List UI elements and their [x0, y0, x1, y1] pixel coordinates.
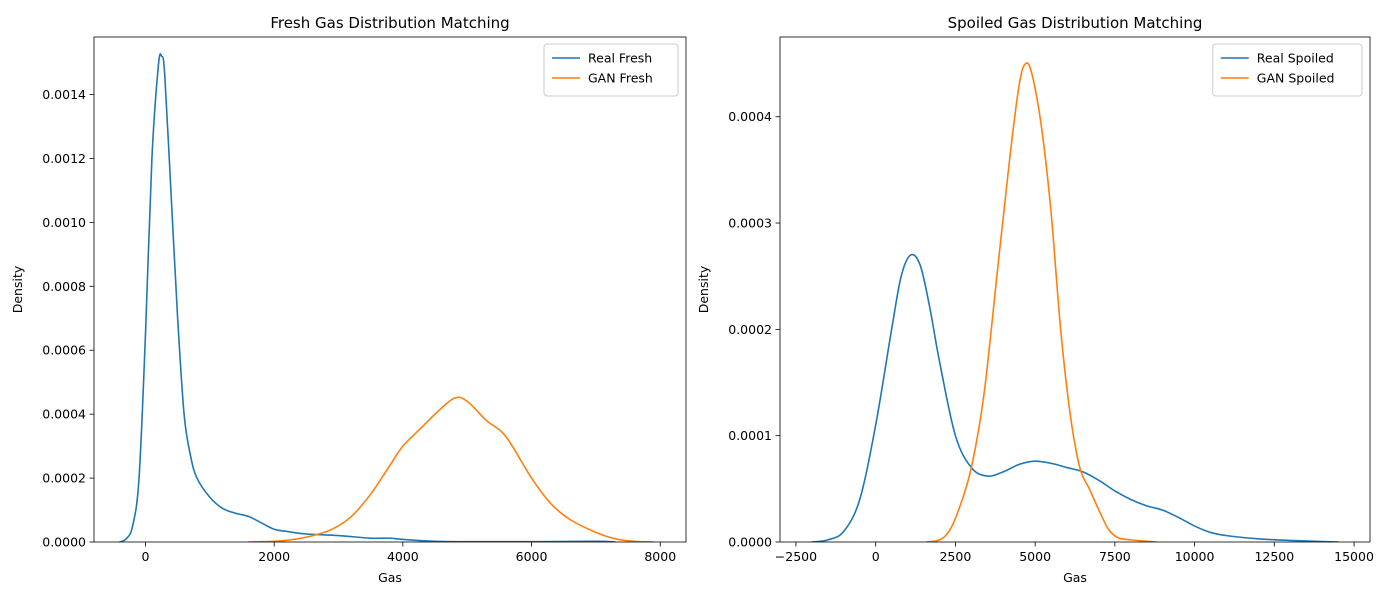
y-tick-label: 0.0002 — [728, 322, 772, 337]
x-tick-label: 6000 — [516, 549, 548, 564]
y-tick-label: 0.0014 — [42, 87, 86, 102]
plot-area — [811, 62, 1339, 542]
legend: Real Fresh GAN Fresh — [543, 43, 679, 97]
legend-entry: Real Spoiled — [1257, 51, 1334, 66]
y-tick-label: 0.0012 — [42, 151, 86, 166]
y-axis-label: Density — [10, 265, 25, 313]
y-tick-label: 0.0004 — [728, 109, 772, 124]
legend-box — [543, 43, 679, 97]
series-line-gan-spoiled — [925, 62, 1158, 542]
y-tick-label: 0.0003 — [728, 216, 772, 231]
chart-title: Spoiled Gas Distribution Matching — [948, 14, 1203, 32]
x-tick-label: 0 — [142, 549, 150, 564]
y-tick-label: 0.0004 — [42, 407, 86, 422]
y-axis-label: Density — [696, 265, 711, 313]
y-tick-label: 0.0002 — [42, 471, 86, 486]
x-tick-label: 4000 — [387, 549, 419, 564]
x-tick-label: 15000 — [1334, 549, 1374, 564]
axes-frame — [93, 36, 687, 543]
legend-entry: GAN Fresh — [588, 71, 653, 86]
series-line-real-spoiled — [811, 253, 1339, 542]
series-line-real-fresh — [118, 53, 617, 542]
x-tick-label: 8000 — [644, 549, 676, 564]
x-tick-label: 10000 — [1175, 549, 1215, 564]
legend-entry: Real Fresh — [588, 51, 652, 66]
x-tick-label: 2500 — [939, 549, 971, 564]
y-tick-label: 0.0010 — [42, 215, 86, 230]
x-tick-label: −2500 — [775, 549, 817, 564]
x-tick-label: 5000 — [1019, 549, 1051, 564]
y-tick-label: 0.0008 — [42, 279, 86, 294]
chart-panel-2: −2500 0 2500 5000 7500 10000 12500 15000 0.0000 0… — [696, 14, 1374, 585]
x-tick-label: 2000 — [258, 549, 290, 564]
legend-entry: GAN Spoiled — [1257, 71, 1335, 86]
x-tick-label: 12500 — [1254, 549, 1294, 564]
y-tick-label: 0.0001 — [728, 428, 772, 443]
legend: Real Spoiled GAN Spoiled — [1212, 43, 1363, 97]
x-tick-label: 0 — [872, 549, 880, 564]
plot-area — [118, 53, 655, 542]
legend-box — [1212, 43, 1363, 97]
x-tick-label: 7500 — [1099, 549, 1131, 564]
y-tick-label: 0.0000 — [728, 535, 772, 550]
chart-panel-1: 0 2000 4000 6000 8000 0.0000 0.0002 0.0004 0.000… — [10, 14, 687, 585]
axes-frame — [779, 36, 1371, 543]
y-tick-label: 0.0000 — [42, 535, 86, 550]
x-axis-label: Gas — [378, 570, 402, 585]
x-axis-label: Gas — [1063, 570, 1087, 585]
chart-title: Fresh Gas Distribution Matching — [270, 14, 509, 32]
series-line-gan-fresh — [247, 396, 655, 542]
y-tick-label: 0.0006 — [42, 343, 86, 358]
